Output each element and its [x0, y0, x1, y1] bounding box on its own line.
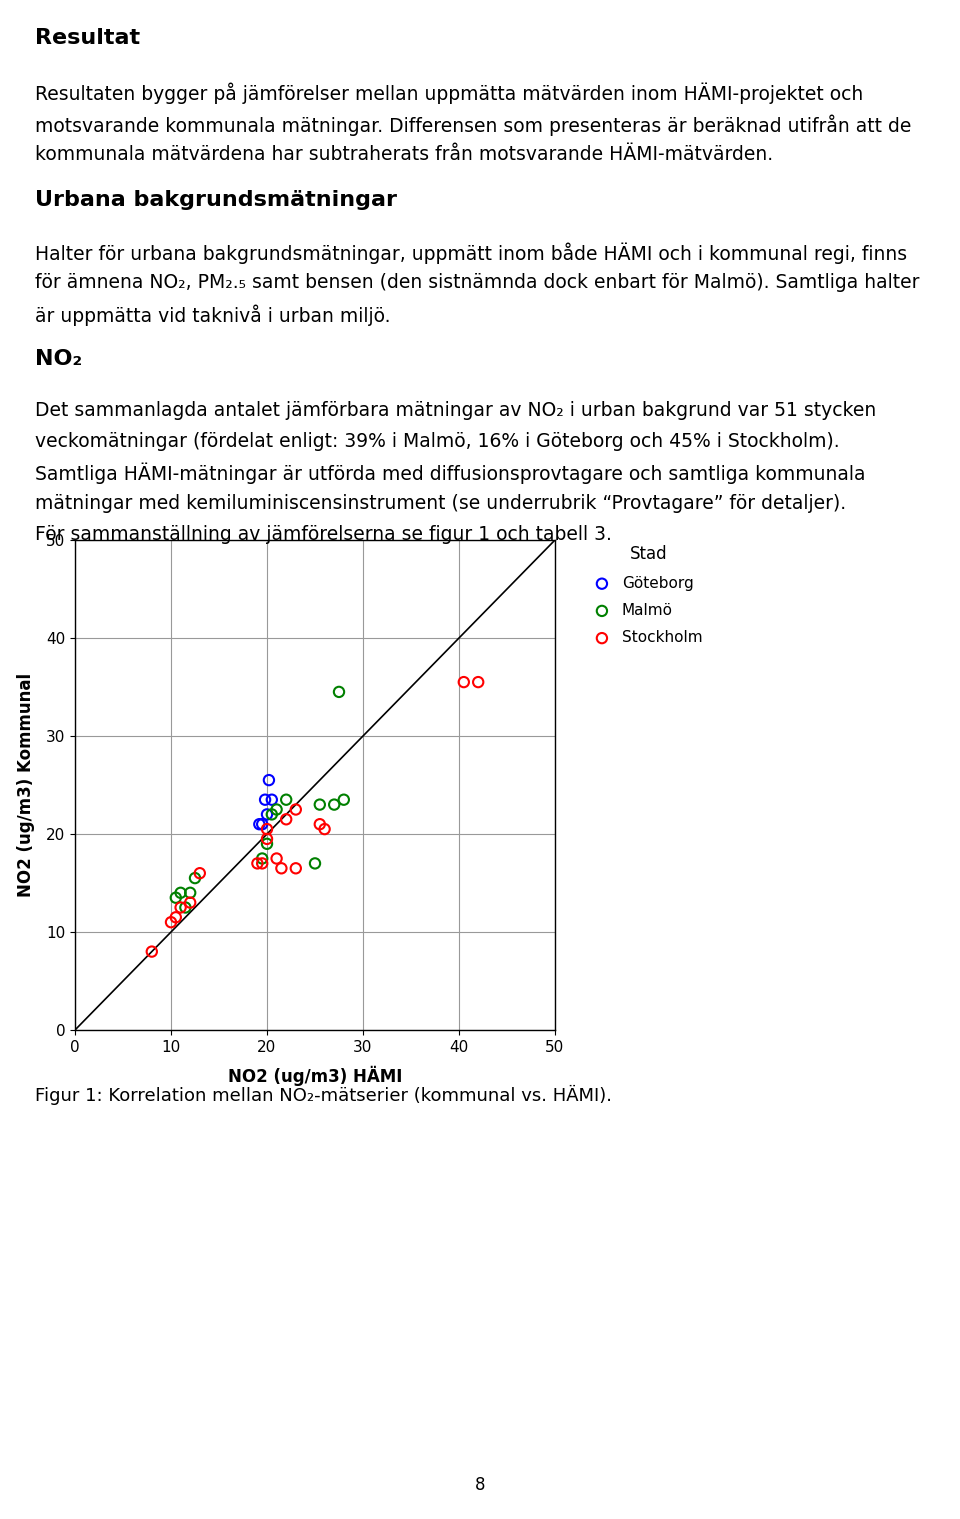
Legend: Göteborg, Malmö, Stockholm: Göteborg, Malmö, Stockholm	[587, 538, 710, 653]
Göteborg	[254, 813, 270, 837]
Stockholm	[192, 861, 207, 886]
Malmö	[326, 793, 342, 817]
Malmö	[312, 793, 327, 817]
Göteborg	[261, 769, 276, 793]
Text: för ämnena NO₂, PM₂.₅ samt bensen (den sistnämnda dock enbart för Malmö). Samtli: för ämnena NO₂, PM₂.₅ samt bensen (den s…	[35, 273, 920, 292]
Malmö	[178, 895, 193, 919]
Malmö	[269, 797, 284, 822]
Stockholm	[163, 910, 179, 934]
Göteborg	[264, 787, 279, 811]
Text: Det sammanlagda antalet jämförbara mätningar av NO₂ i urban bakgrund var 51 styc: Det sammanlagda antalet jämförbara mätni…	[35, 401, 876, 419]
Malmö	[182, 881, 198, 905]
Text: Samtliga HÄMI-mätningar är utförda med diffusionsprovtagare och samtliga kommuna: Samtliga HÄMI-mätningar är utförda med d…	[35, 463, 866, 485]
Text: För sammanställning av jämförelserna se figur 1 och tabell 3.: För sammanställning av jämförelserna se …	[35, 526, 612, 544]
Stockholm	[269, 846, 284, 870]
Malmö	[254, 846, 270, 870]
Stockholm	[259, 817, 275, 842]
Text: veckomätningar (fördelat enligt: 39% i Malmö, 16% i Göteborg och 45% i Stockholm: veckomätningar (fördelat enligt: 39% i M…	[35, 431, 840, 451]
Stockholm	[278, 807, 294, 831]
Stockholm	[288, 857, 303, 881]
Malmö	[259, 831, 275, 855]
Malmö	[187, 866, 203, 890]
Stockholm	[144, 939, 159, 963]
Stockholm	[182, 890, 198, 914]
Malmö	[331, 679, 347, 703]
Göteborg	[259, 802, 275, 826]
Stockholm	[312, 813, 327, 837]
Stockholm	[254, 851, 270, 875]
Stockholm	[168, 905, 183, 930]
Stockholm	[470, 670, 486, 694]
Stockholm	[288, 797, 303, 822]
Text: är uppmätta vid taknivå i urban miljö.: är uppmätta vid taknivå i urban miljö.	[35, 304, 391, 325]
Text: kommunala mätvärdena har subtraherats från motsvarande HÄMI-mätvärden.: kommunala mätvärdena har subtraherats fr…	[35, 144, 773, 164]
Text: Resultat: Resultat	[35, 27, 140, 49]
Text: Figur 1: Korrelation mellan NO₂-mätserier (kommunal vs. HÄMI).: Figur 1: Korrelation mellan NO₂-mätserie…	[35, 1085, 612, 1106]
Text: 8: 8	[475, 1476, 485, 1495]
Stockholm	[274, 857, 289, 881]
Malmö	[278, 787, 294, 811]
Malmö	[173, 881, 188, 905]
Stockholm	[250, 851, 265, 875]
Stockholm	[456, 670, 471, 694]
Göteborg	[257, 787, 273, 811]
Malmö	[168, 886, 183, 910]
Y-axis label: NO2 (ug/m3) Kommunal: NO2 (ug/m3) Kommunal	[16, 673, 35, 898]
Stockholm	[259, 826, 275, 851]
Text: Halter för urbana bakgrundsmätningar, uppmätt inom både HÄMI och i kommunal regi: Halter för urbana bakgrundsmätningar, up…	[35, 242, 907, 263]
Text: motsvarande kommunala mätningar. Differensen som presenteras är beräknad utifrån: motsvarande kommunala mätningar. Differe…	[35, 114, 911, 135]
Stockholm	[173, 895, 188, 919]
X-axis label: NO2 (ug/m3) HÄMI: NO2 (ug/m3) HÄMI	[228, 1066, 402, 1086]
Malmö	[336, 787, 351, 811]
Stockholm	[317, 817, 332, 842]
Text: mätningar med kemiluminiscensinstrument (se underrubrik “Provtagare” för detalje: mätningar med kemiluminiscensinstrument …	[35, 494, 846, 513]
Malmö	[264, 802, 279, 826]
Text: Urbana bakgrundsmätningar: Urbana bakgrundsmätningar	[35, 190, 397, 210]
Text: Resultaten bygger på jämförelser mellan uppmätta mätvärden inom HÄMI-projektet o: Resultaten bygger på jämförelser mellan …	[35, 84, 863, 105]
Göteborg	[252, 813, 267, 837]
Malmö	[307, 851, 323, 875]
Text: NO₂: NO₂	[35, 349, 83, 369]
